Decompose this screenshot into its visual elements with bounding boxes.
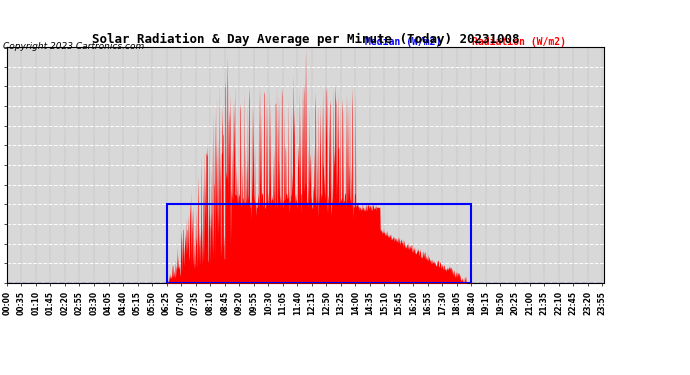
Text: Median (W/m2): Median (W/m2) — [365, 38, 442, 48]
Text: Copyright 2023 Cartronics.com: Copyright 2023 Cartronics.com — [3, 42, 145, 51]
Title: Solar Radiation & Day Average per Minute (Today) 20231008: Solar Radiation & Day Average per Minute… — [92, 33, 519, 46]
Bar — [166, 204, 471, 283]
Text: Radiation (W/m2): Radiation (W/m2) — [473, 38, 566, 48]
